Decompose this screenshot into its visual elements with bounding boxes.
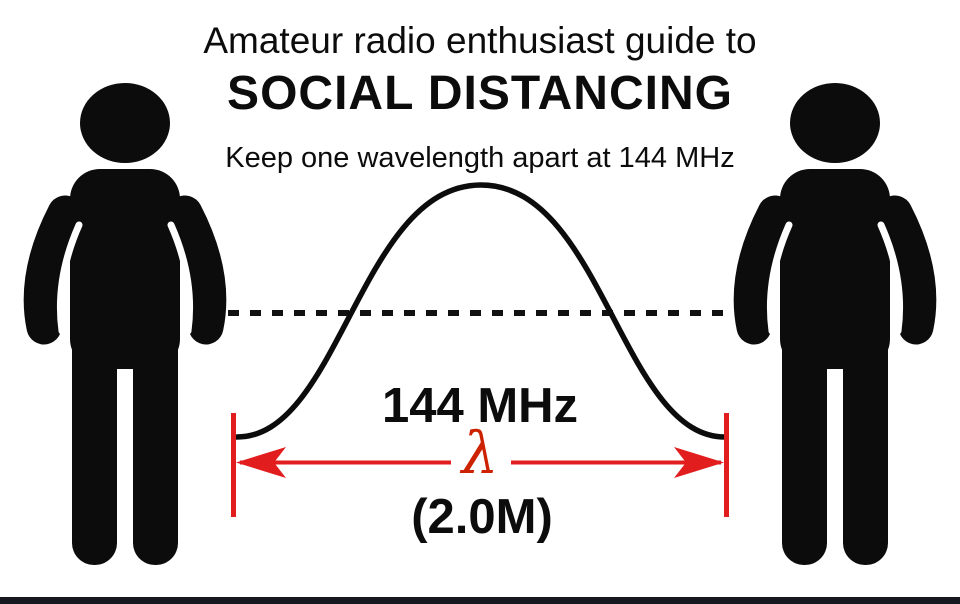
- person-silhouette-icon: [733, 83, 937, 565]
- person-shape: [23, 83, 227, 565]
- wavelength-dimension-arrow: [231, 413, 729, 517]
- sine-wave: [234, 182, 728, 440]
- arm-gap-highlight: [167, 221, 194, 335]
- lambda-symbol: λ: [461, 419, 499, 487]
- person-shape: [733, 83, 937, 565]
- title-line2: SOCIAL DISTANCING: [227, 67, 733, 120]
- wavelength-value-label: (2.0M): [411, 490, 553, 544]
- arm-gap-highlight: [766, 221, 793, 335]
- title-line1: Amateur radio enthusiast guide to: [203, 20, 757, 61]
- frequency-label: 144 MHz: [381, 379, 579, 433]
- arm-gap-highlight: [877, 221, 904, 335]
- person-silhouette-icon: [23, 83, 227, 565]
- arm-gap-highlight: [56, 221, 83, 335]
- right-arrowhead-icon: [674, 447, 724, 478]
- subtitle: Keep one wavelength apart at 144 MHz: [225, 142, 735, 174]
- footer-bar: [0, 597, 960, 604]
- left-arrowhead-icon: [236, 447, 286, 478]
